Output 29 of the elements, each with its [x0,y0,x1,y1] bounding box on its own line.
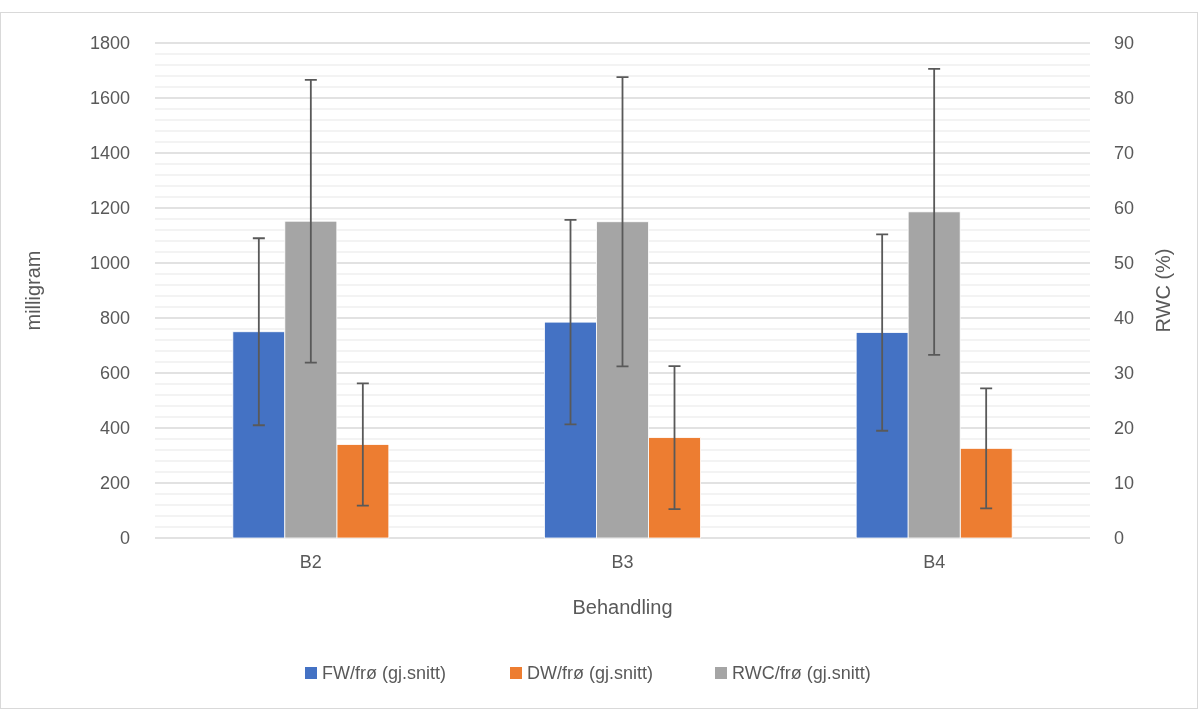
y2-tick-label: 70 [1114,143,1135,164]
y2-tick-label: 60 [1114,198,1135,219]
y-tick-label: 1200 [89,198,130,219]
x-tick-label: B2 [299,552,322,572]
y2-tick-label: 80 [1114,88,1135,109]
y2-tick-label: 50 [1114,253,1135,274]
y2-tick-label: 10 [1114,473,1135,494]
y2-axis-title: RWC (%) [1152,248,1174,333]
y-tick-label: 800 [99,308,130,329]
x-axis-title: Behandling [572,596,673,618]
y-tick-label: 1800 [89,33,130,54]
y-tick-label: 1400 [89,143,130,164]
x-tick-label: B3 [611,552,634,572]
y-tick-label: 0 [119,528,130,549]
y2-tick-label: 0 [1114,528,1125,549]
y-tick-label: 400 [99,418,130,439]
y-tick-label: 200 [99,473,130,494]
y-axis-title: milligram [22,250,44,331]
y2-tick-label: 20 [1114,418,1135,439]
y-tick-label: 1000 [89,253,130,274]
y2-tick-label: 40 [1114,308,1135,329]
legend-label: RWC/frø (gj.snitt) [732,663,871,684]
y2-tick-label: 90 [1114,33,1135,54]
legend-label: DW/frø (gj.snitt) [527,663,653,684]
legend-label: FW/frø (gj.snitt) [322,663,446,684]
y-tick-label: 1600 [89,88,130,109]
y-tick-label: 600 [99,363,130,384]
y2-tick-label: 30 [1114,363,1135,384]
x-tick-label: B4 [923,552,946,572]
